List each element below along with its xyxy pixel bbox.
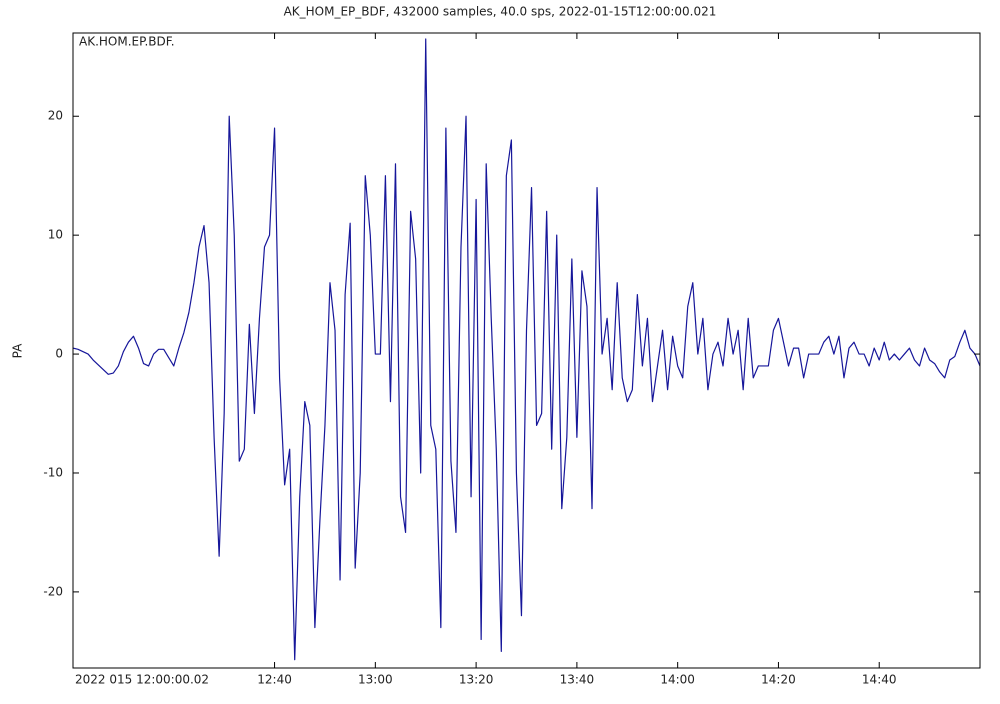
x-tick-label: 14:00 [660, 673, 695, 687]
annotation: AK.HOM.EP.BDF. [79, 35, 175, 49]
x-tick-label: 14:40 [862, 673, 897, 687]
y-tick-label: -20 [43, 584, 63, 598]
y-axis-label: PA [11, 343, 25, 358]
x-tick-label: 2022 015 12:00:00.02 [75, 673, 209, 687]
y-tick-label: 0 [55, 347, 63, 361]
waveform-line [73, 38, 980, 661]
x-tick-label: 12:40 [257, 673, 292, 687]
x-tick-label: 13:20 [459, 673, 494, 687]
plot-frame [72, 32, 981, 669]
y-tick-label: 10 [48, 228, 63, 242]
x-tick-label: 13:40 [560, 673, 595, 687]
chart-title: AK_HOM_EP_BDF, 432000 samples, 40.0 sps,… [284, 5, 717, 19]
x-tick-label: 14:20 [761, 673, 796, 687]
y-tick-label: 20 [48, 109, 63, 123]
y-tick-label: -10 [43, 465, 63, 479]
x-tick-label: 13:00 [358, 673, 393, 687]
